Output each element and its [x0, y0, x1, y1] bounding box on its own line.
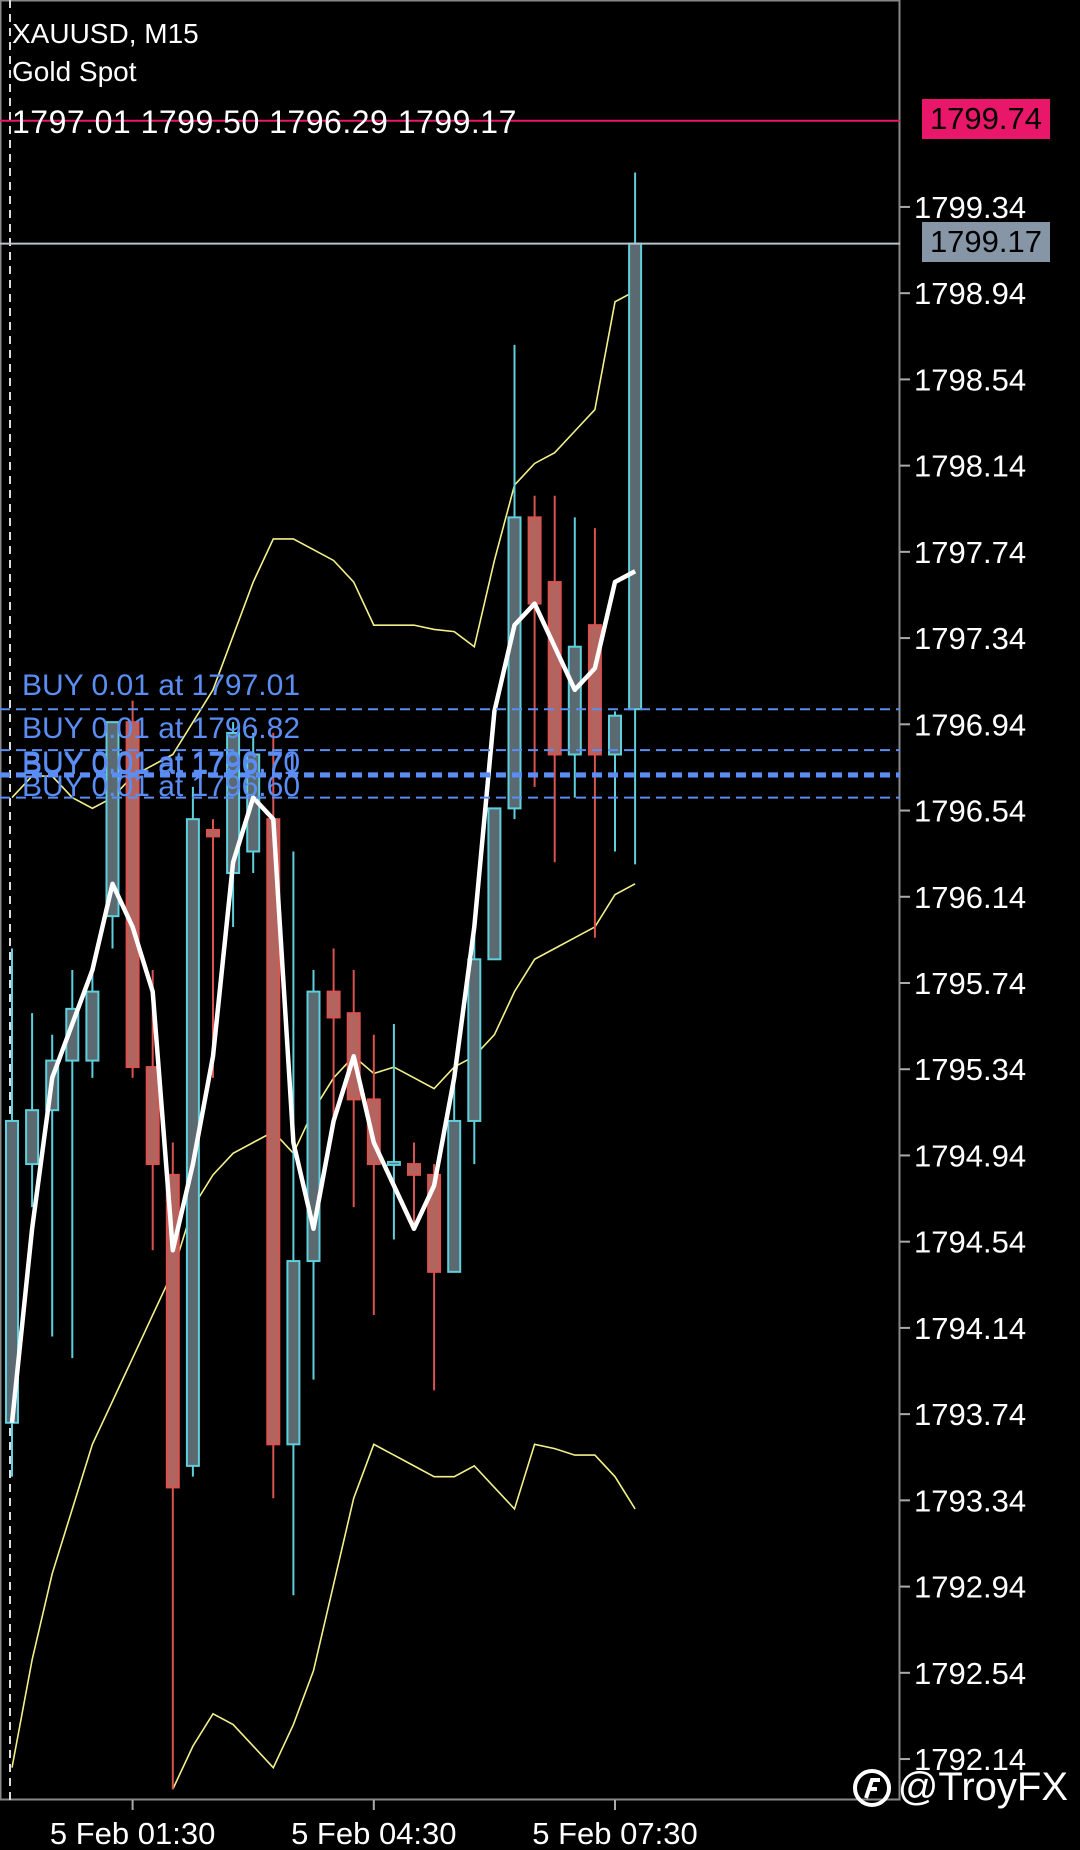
candle-body [386, 1160, 401, 1166]
candle-body [527, 516, 542, 605]
x-tick-label: 5 Feb 01:30 [50, 1816, 215, 1850]
order-label[interactable]: BUY 0.01 at 1796.82 [22, 712, 300, 746]
y-tick-label: 1799.34 [914, 190, 1026, 225]
y-tick-label: 1792.14 [914, 1742, 1026, 1777]
candle-body [105, 721, 120, 918]
y-tick-label: 1796.14 [914, 880, 1026, 915]
order-label[interactable]: BUY 0.01 at 1796.71 [22, 747, 300, 781]
ask-price-box: 1799.74 [921, 98, 1050, 139]
grid [0, 0, 901, 1801]
candle-body [286, 1260, 301, 1446]
y-tick-label: 1797.34 [914, 621, 1026, 656]
y-tick-label: 1798.54 [914, 362, 1026, 397]
y-tick-label: 1794.14 [914, 1311, 1026, 1346]
symbol-label: XAUUSD, M15 [12, 18, 199, 49]
order-label[interactable]: BUY 0.01 at 1796.70 [22, 746, 300, 780]
lower-band-line [172, 1443, 636, 1790]
watermark-text: @TroyFX [897, 1765, 1068, 1809]
y-tick-label: 1793.34 [914, 1483, 1026, 1518]
brand-icon [852, 1768, 891, 1807]
bid-price-box: 1799.17 [921, 221, 1050, 262]
x-tick-label: 5 Feb 07:30 [532, 1816, 697, 1850]
candle-body [447, 1119, 462, 1273]
symbol-description: Gold Spot [12, 56, 137, 87]
candle-body [206, 828, 220, 838]
moving-average [9, 569, 637, 1423]
y-tick-label: 1794.94 [914, 1138, 1026, 1173]
y-tick-label: 1798.94 [914, 276, 1026, 311]
y-tick-label: 1792.94 [914, 1570, 1026, 1605]
candle-body [306, 990, 321, 1263]
candle-body [567, 645, 582, 756]
y-tick-label: 1793.74 [914, 1397, 1026, 1432]
candle-body [487, 807, 502, 961]
plot-frame [0, 0, 901, 1801]
ohlc-readout: 1797.01 1799.50 1796.29 1799.17 [12, 104, 517, 140]
y-tick-label: 1795.34 [914, 1052, 1026, 1087]
candle-body [25, 1109, 40, 1166]
y-tick-label: 1794.54 [914, 1225, 1026, 1260]
x-tick-label: 5 Feb 04:30 [291, 1816, 456, 1850]
y-tick-label: 1798.14 [914, 449, 1026, 484]
candle-body [125, 721, 140, 1069]
candle-body [467, 958, 482, 1122]
candles [5, 172, 643, 1790]
candle-body [165, 1173, 180, 1489]
moving-average-line [9, 569, 637, 1423]
candle-body [608, 714, 622, 756]
candle-body [507, 516, 522, 810]
candle-body [326, 990, 341, 1019]
middle-band-line [11, 883, 636, 1768]
y-tick-label: 1796.94 [914, 707, 1026, 742]
candle-body [85, 990, 100, 1062]
y-tick-label: 1797.74 [914, 535, 1026, 570]
y-tick-label: 1792.54 [914, 1656, 1026, 1691]
axes: 1799.34 1798.94 1798.54 1798.14 1797.74 1797.… [0, 119, 1026, 1850]
y-tick-label: 1795.74 [914, 966, 1026, 1001]
order-lines[interactable] [0, 708, 900, 799]
bollinger-bands [11, 290, 636, 1790]
candle-body [628, 242, 643, 711]
watermark: @TroyFX [852, 1765, 1068, 1810]
order-label[interactable]: BUY 0.01 at 1796.60 [22, 769, 300, 803]
candle-body [547, 581, 562, 756]
candle-body [407, 1163, 421, 1176]
y-tick-label: 1796.54 [914, 794, 1026, 829]
order-label[interactable]: BUY 0.01 at 1797.01 [22, 669, 300, 703]
candle-body [145, 1066, 160, 1166]
